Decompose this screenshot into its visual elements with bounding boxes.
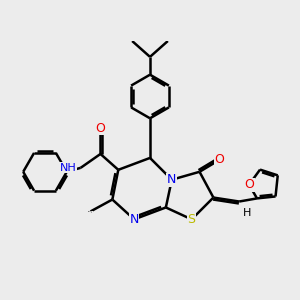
- Text: O: O: [95, 122, 105, 135]
- Text: N: N: [130, 213, 139, 226]
- Text: NH: NH: [60, 163, 77, 173]
- Text: N: N: [167, 173, 176, 186]
- Text: O: O: [214, 153, 224, 167]
- Text: methyl: methyl: [88, 211, 93, 212]
- Text: S: S: [188, 213, 196, 226]
- Text: H: H: [243, 208, 251, 218]
- Text: O: O: [244, 178, 254, 191]
